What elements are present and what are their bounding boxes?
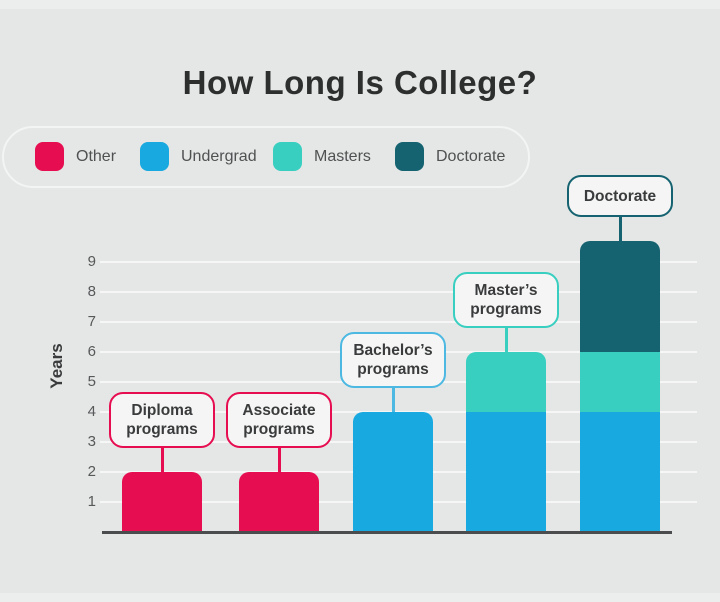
callout-label-line: programs [126,421,198,438]
y-tick-5: 5 [87,373,96,390]
callout-label-line: Doctorate [583,187,657,205]
legend-label: Other [76,147,117,165]
legend-swatch-doctorate [395,142,424,171]
legend-swatch-undergrad [140,142,169,171]
callout-stem-2 [277,448,281,472]
callout-stem-1 [160,448,164,472]
bar-segment-doctorate-5 [580,241,660,352]
bottom-edge-highlight [0,593,720,602]
y-tick-2: 2 [87,463,96,480]
legend-item-masters: Masters [273,142,371,171]
callout-label-line: Associate [242,402,316,419]
legend-label: Undergrad [181,147,257,165]
y-tick-8: 8 [87,283,96,300]
callout-label-line: programs [357,361,429,378]
callout-label-line: Bachelor’s [353,342,433,359]
legend-swatch-masters [273,142,302,171]
legend-label: Doctorate [436,147,506,165]
callout-diploma-programs: Diploma programs [109,392,215,448]
bar-segment-undergrad-4 [466,412,546,532]
y-tick-7: 7 [87,313,96,330]
x-axis-baseline [102,531,672,534]
gridline-y9 [100,261,697,263]
legend-label: Masters [314,147,371,165]
legend-item-other: Other [35,142,116,171]
y-axis-label: Years [47,343,66,389]
callout-bachelor-s-programs: Bachelor’s programs [340,332,446,388]
legend-item-doctorate: Doctorate [395,142,505,171]
bar-segment-masters-4 [466,352,546,412]
callout-master-s-programs: Master’s programs [453,272,559,328]
callout-label-line: Diploma [131,402,193,419]
callout-stem-5 [618,217,622,241]
bar-segment-undergrad-3 [353,412,433,532]
gridline-y7 [100,321,697,323]
y-tick-1: 1 [87,493,96,510]
legend-pill [2,126,530,188]
bar-segment-other-1 [122,472,202,532]
callout-associate-programs: Associate programs [226,392,332,448]
y-tick-6: 6 [87,343,96,360]
page-title: How Long Is College? [182,64,538,102]
legend-swatch-other [35,142,64,171]
bar-segment-masters-5 [580,352,660,412]
y-tick-3: 3 [87,433,96,450]
y-tick-4: 4 [87,403,96,420]
callout-stem-4 [504,328,508,352]
bar-segment-undergrad-5 [580,412,660,532]
top-edge-highlight [0,0,720,9]
callout-stem-3 [391,388,395,412]
callout-label-line: programs [470,301,542,318]
callout-doctorate: Doctorate [567,175,673,217]
callout-label-line: programs [243,421,315,438]
y-tick-9: 9 [87,253,96,270]
callout-label-line: Master’s [474,282,538,299]
legend-item-undergrad: Undergrad [140,142,257,171]
gridline-y8 [100,291,697,293]
bar-segment-other-2 [239,472,319,532]
